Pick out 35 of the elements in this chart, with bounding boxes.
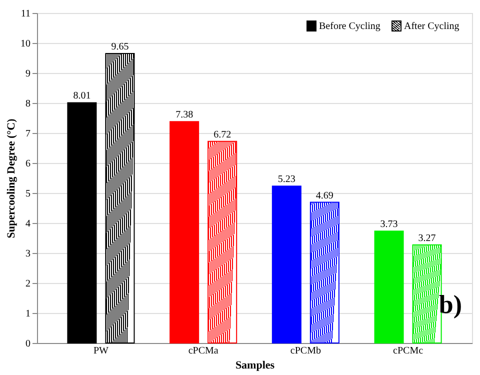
y-tick-label: 4 [26, 218, 30, 230]
y-tick-label: 11 [20, 8, 30, 20]
bar [374, 230, 404, 344]
x-tick-label: cPCMc [393, 346, 424, 356]
data-label: 8.01 [73, 90, 91, 102]
x-tick-label: cPCMa [188, 346, 219, 356]
y-tick-label: 0 [26, 338, 30, 350]
y-tick-label: 1 [26, 308, 30, 320]
data-label: 3.27 [418, 232, 436, 244]
bar [105, 53, 135, 344]
y-axis-title: Supercooling Degree (°C) [6, 118, 18, 238]
y-tick-label: 9 [26, 68, 30, 80]
y-tick-label: 8 [26, 98, 30, 110]
y-tick-label: 5 [26, 188, 30, 200]
x-tick-label: cPCMb [290, 346, 321, 356]
bar [208, 140, 238, 344]
y-tick-label: 3 [26, 248, 30, 260]
data-label: 7.38 [176, 110, 194, 121]
data-label: 9.65 [111, 42, 129, 52]
y-tick-label: 7 [26, 128, 30, 140]
data-label: 3.73 [380, 219, 398, 230]
data-label: 6.72 [214, 129, 232, 140]
bar [310, 202, 340, 344]
bar [67, 102, 97, 344]
legend-label: After Cycling [404, 21, 460, 32]
legend-label: Before Cycling [319, 21, 380, 32]
data-label: 4.69 [316, 190, 334, 202]
data-label: 5.23 [278, 174, 296, 186]
y-tick-label: 2 [26, 278, 30, 290]
x-axis-title: Samples [235, 360, 276, 372]
bar [170, 121, 200, 344]
y-tick-label: 10 [20, 38, 30, 50]
bar [272, 186, 302, 344]
y-tick-label: 6 [26, 158, 30, 170]
x-tick-label: PW [93, 346, 110, 356]
